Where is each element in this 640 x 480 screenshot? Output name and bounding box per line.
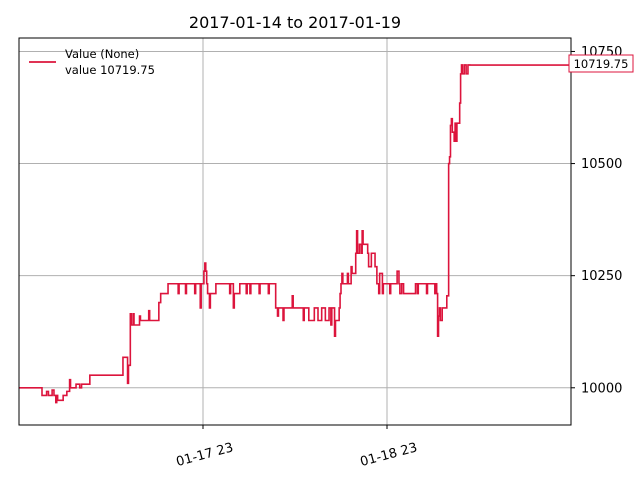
series-line-value: [19, 64, 571, 404]
y-tick-label: 10250: [581, 269, 622, 284]
plot-frame: [18, 37, 572, 426]
grid: [19, 38, 571, 425]
last-value-callout: 10719.75: [568, 54, 634, 73]
y-tick-label: 10500: [581, 157, 622, 172]
legend-entry-series: Value (None): [65, 47, 139, 61]
series-layer: [19, 64, 571, 404]
last-value-box: [568, 54, 634, 73]
legend: Value (None) value 10719.75: [29, 47, 155, 77]
legend-entry-value: value 10719.75: [65, 63, 155, 77]
chart-title: 2017-01-14 to 2017-01-19: [189, 13, 401, 32]
last-value-label: 10719.75: [574, 57, 629, 71]
y-tick-label: 10000: [581, 381, 622, 396]
